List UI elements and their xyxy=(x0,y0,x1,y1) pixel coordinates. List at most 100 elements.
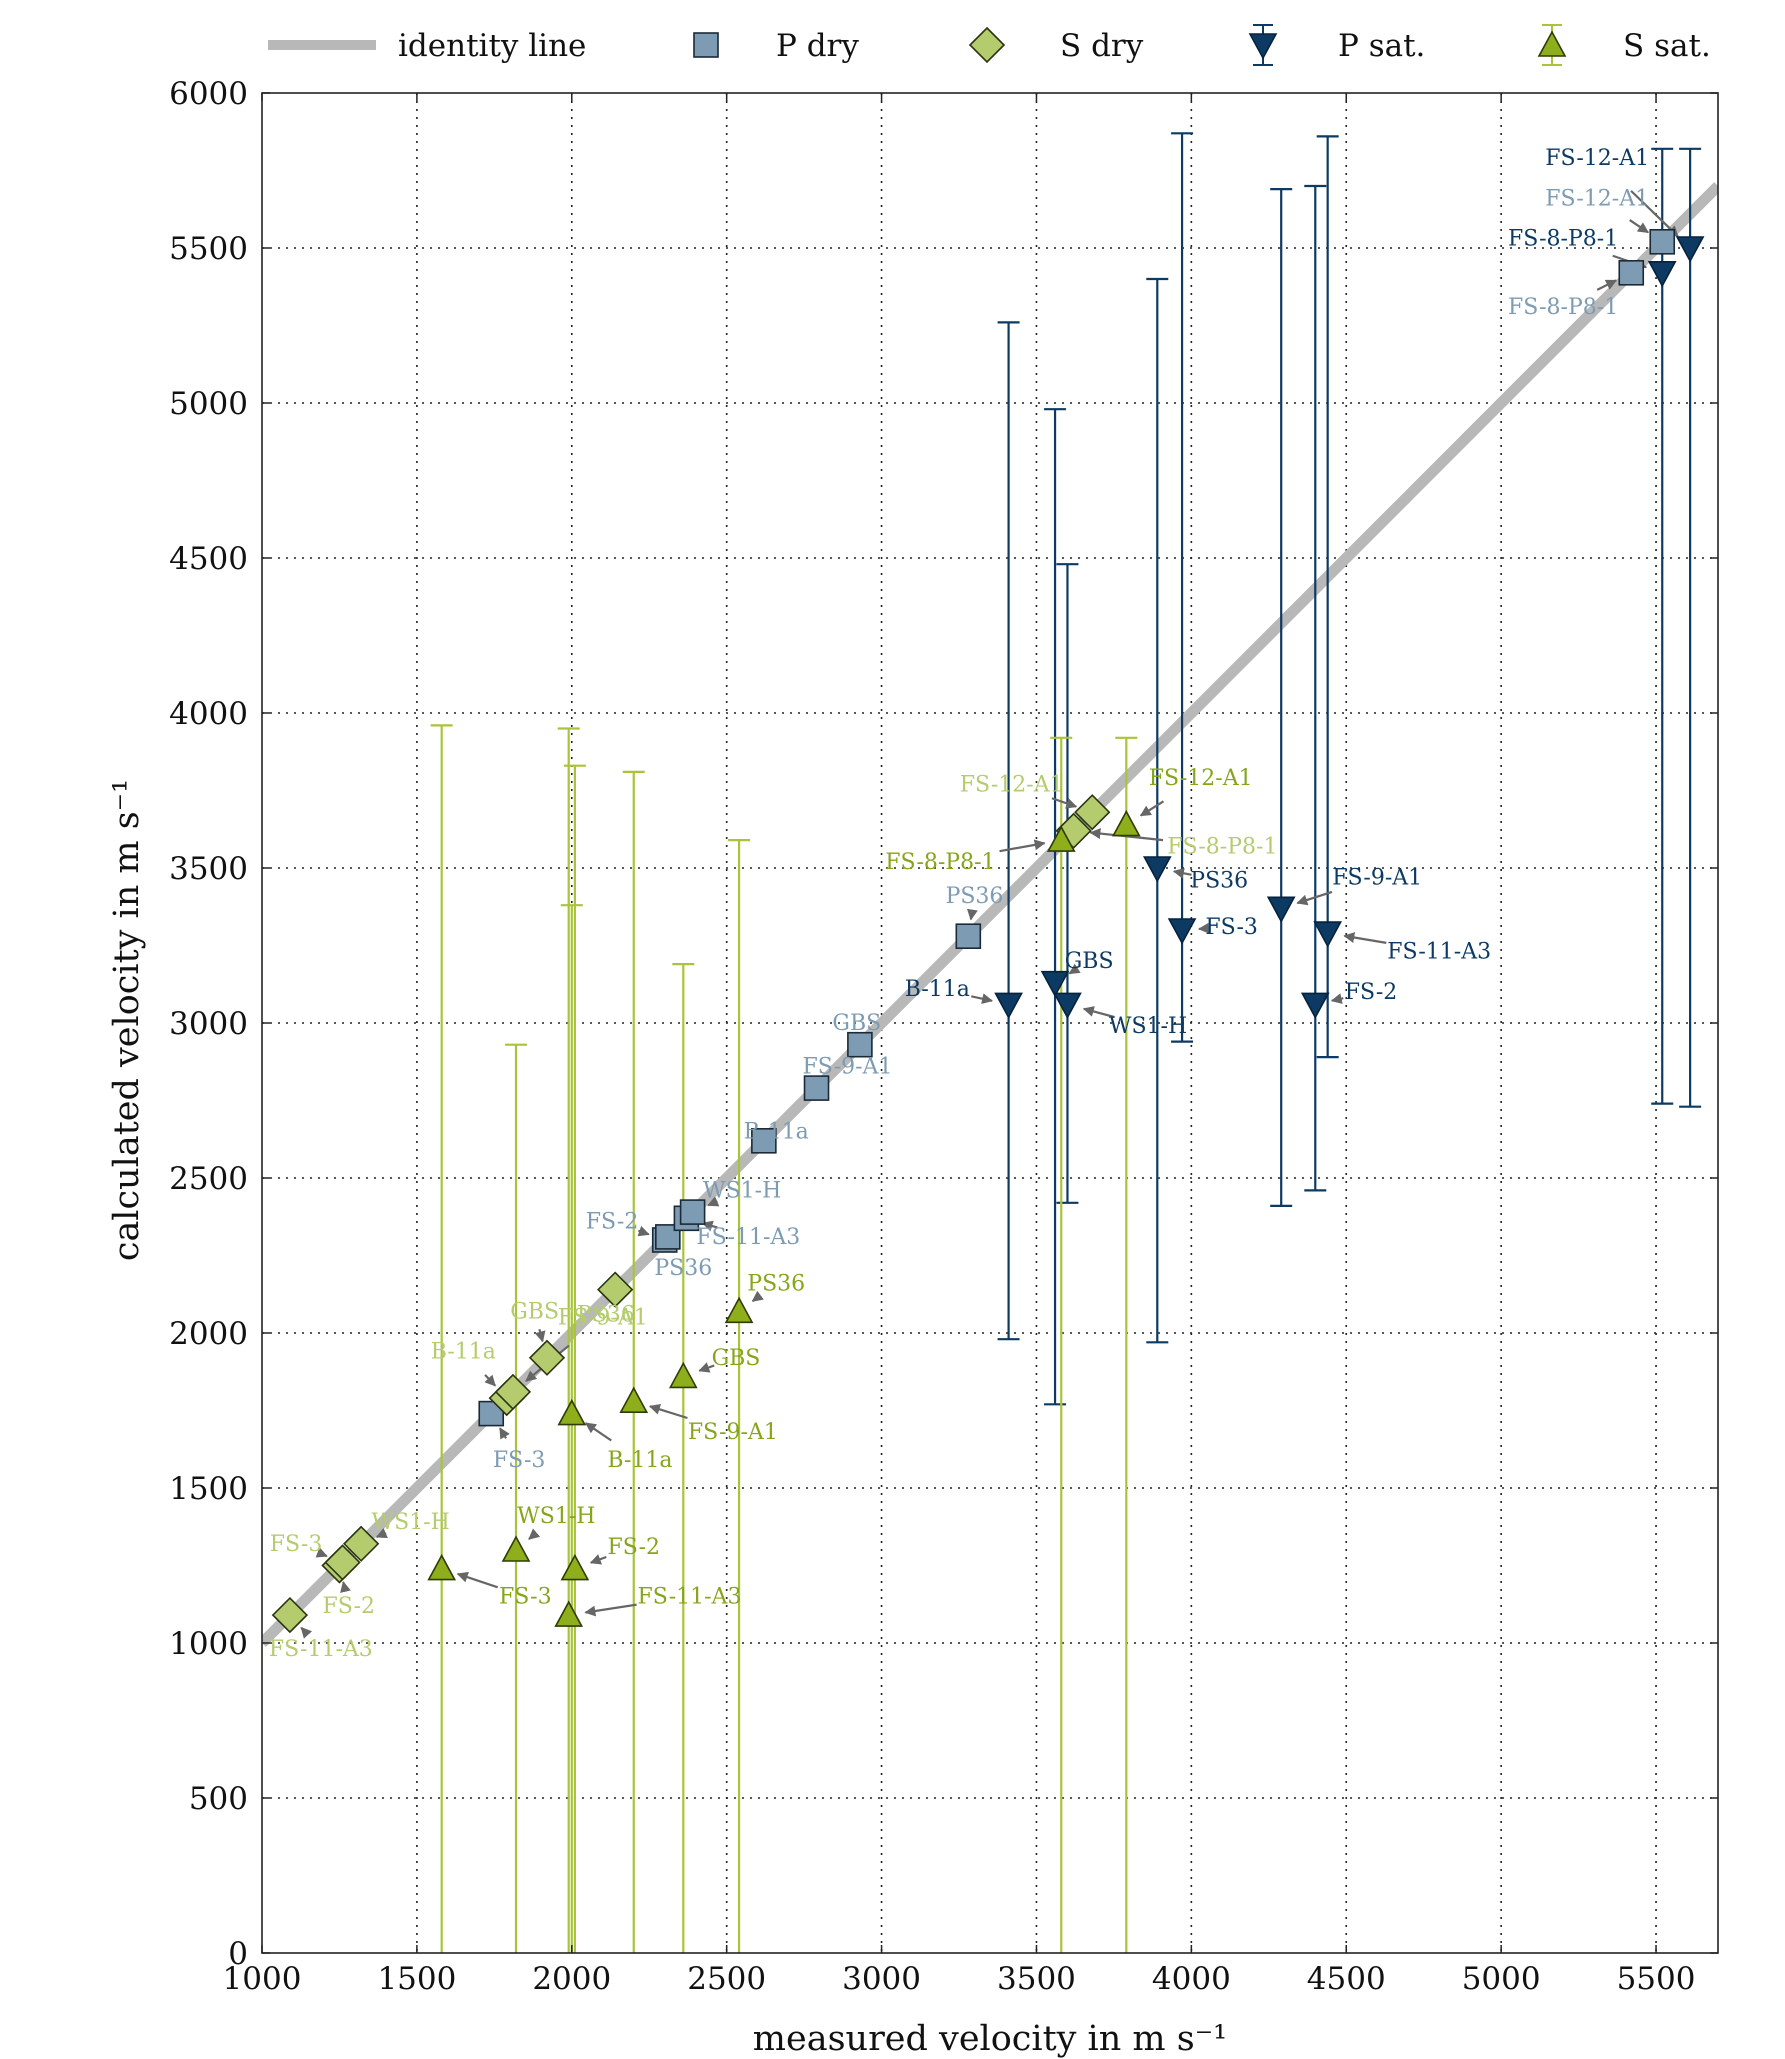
s_sat-point-label: WS1-H xyxy=(517,1504,595,1529)
error-bars xyxy=(430,132,1702,1953)
y-tick-label: 4500 xyxy=(169,541,248,577)
s_sat-point xyxy=(554,1600,584,1627)
legend-s_dry-label: S dry xyxy=(1060,28,1144,64)
legend-p_dry-label: P dry xyxy=(776,28,859,64)
p_sat-point xyxy=(994,992,1023,1020)
y-tick-label: 4000 xyxy=(169,696,248,732)
legend-p_sat-swatch xyxy=(1248,33,1278,60)
y-tick-label: 5500 xyxy=(169,231,248,267)
y-axis-label: calculated velocity in m s⁻¹ xyxy=(107,779,147,1261)
s_sat-point-label: FS-3 xyxy=(499,1585,552,1610)
p_sat-point-label: B-11a xyxy=(905,977,970,1002)
x-tick-label: 2000 xyxy=(532,1961,611,1997)
s_sat-point xyxy=(501,1535,531,1562)
x-tick-label: 2500 xyxy=(687,1961,766,1997)
p_sat-point-label: FS-2 xyxy=(1345,980,1398,1005)
legend-s_sat-swatch xyxy=(1537,30,1567,57)
p_dry-point-label: FS-8-P8-1 xyxy=(1508,295,1618,320)
legend-p_sat-label: P sat. xyxy=(1338,28,1425,64)
p_sat-point-label: GBS xyxy=(1065,949,1114,974)
s_dry-point xyxy=(597,1271,634,1308)
p_sat-point xyxy=(1313,921,1343,948)
s_sat-point xyxy=(557,1398,587,1426)
s_sat-point xyxy=(560,1553,590,1581)
x-tick-label: 4500 xyxy=(1307,1961,1386,1997)
s_dry-point xyxy=(1074,794,1111,831)
p_sat-label-arrow xyxy=(1068,963,1081,975)
x-tick-label: 5500 xyxy=(1617,1961,1696,1997)
x-tick-label: 3500 xyxy=(997,1961,1076,1997)
p_sat-point-label: FS-3 xyxy=(1205,915,1258,940)
s_dry-point xyxy=(343,1525,380,1562)
x-tick-label: 4000 xyxy=(1152,1961,1231,1997)
p_dry-label-arrow xyxy=(1629,219,1650,234)
data-markers xyxy=(271,229,1705,1634)
y-tick-label: 5000 xyxy=(169,386,248,422)
s_sat-point-label: GBS xyxy=(712,1346,761,1371)
s_dry-point xyxy=(324,1544,361,1581)
p_sat-point xyxy=(1647,260,1677,288)
s_sat-point-label: FS-8-P8-1 xyxy=(885,850,995,875)
p_dry-point xyxy=(847,1031,873,1058)
s_dry-point-label: FS-12-A1 xyxy=(960,772,1064,797)
s_sat-point-label: FS-11-A3 xyxy=(638,1585,742,1610)
s_sat-label-arrow xyxy=(648,1403,688,1420)
s_dry-label-arrow xyxy=(1051,797,1078,809)
s_dry-point xyxy=(528,1339,566,1376)
x-axis-label: measured velocity in m s⁻¹ xyxy=(753,2019,1227,2059)
p_dry-point xyxy=(1618,259,1645,286)
s_sat-point xyxy=(1111,809,1141,837)
s_dry-point-label: B-11a xyxy=(431,1340,496,1365)
y-tick-label: 1500 xyxy=(169,1471,248,1507)
legend-s_sat-label: S sat. xyxy=(1623,28,1711,64)
s_dry-label-arrow xyxy=(340,1580,351,1593)
p_dry-point xyxy=(955,923,982,950)
axis-ticks: 1000 1500 2000 2500 3000 3500 4000 4500 5000 5500… xyxy=(169,76,1718,1997)
s_sat-point-label: FS-9-A1 xyxy=(688,1420,778,1445)
s_sat-label-arrow xyxy=(999,839,1046,853)
s_dry-label-arrow xyxy=(484,1374,496,1387)
p_dry-point-label: PS36 xyxy=(654,1256,712,1281)
p_sat-label-arrow xyxy=(1172,867,1192,879)
s_sat-point-label: FS-2 xyxy=(607,1535,660,1560)
x-tick-label: 1000 xyxy=(223,1961,302,1997)
p_dry-point-label: B-11a xyxy=(744,1120,809,1145)
s_dry-point xyxy=(271,1596,309,1634)
p_dry-point xyxy=(803,1075,830,1101)
p_dry-label-arrow xyxy=(966,908,978,921)
s_dry-point xyxy=(494,1373,532,1411)
s_dry-point-label: FS-2 xyxy=(322,1594,375,1619)
legend-identity-label: identity line xyxy=(398,28,586,64)
s_dry-point-label: FS-8-P8-1 xyxy=(1167,834,1277,859)
s_sat-point-label: PS36 xyxy=(747,1271,805,1296)
p_dry-point-label: FS-9-A1 xyxy=(803,1054,893,1079)
p_dry-point-label: GBS xyxy=(832,1011,881,1036)
y-tick-label: 2000 xyxy=(169,1316,248,1352)
p_dry-point xyxy=(1649,229,1676,255)
p_dry-point-label: PS36 xyxy=(946,884,1004,909)
p_sat-label-arrow xyxy=(971,993,994,1005)
y-tick-label: 3500 xyxy=(169,851,248,887)
y-tick-label: 1000 xyxy=(169,1626,248,1662)
p_dry-label-arrow xyxy=(637,1225,650,1237)
p_sat-point-label: FS-9-A1 xyxy=(1332,865,1422,890)
p_dry-point xyxy=(751,1128,777,1154)
legend: identity line P dry S dry P sat. S sat. xyxy=(268,24,1711,66)
y-tick-label: 3000 xyxy=(169,1006,248,1042)
s_dry-label-arrow xyxy=(534,1328,546,1343)
p_sat-point xyxy=(1040,970,1070,998)
s_sat-label-arrow xyxy=(751,1290,764,1302)
y-tick-label: 0 xyxy=(228,1936,248,1972)
p_sat-point-label: FS-12-A1 xyxy=(1545,146,1649,171)
legend-s_dry-swatch xyxy=(968,26,1006,64)
s_sat-label-arrow xyxy=(698,1362,715,1373)
s_dry-point-label: FS-9-A1 xyxy=(558,1306,648,1331)
s_sat-point xyxy=(668,1361,698,1389)
p_sat-point xyxy=(1142,856,1172,883)
p_sat-point xyxy=(1266,896,1296,923)
p_sat-label-arrow xyxy=(1330,993,1344,1004)
p_sat-label-arrow xyxy=(1343,932,1387,944)
legend-p_dry-swatch xyxy=(693,32,719,58)
s_sat-label-arrow xyxy=(1139,800,1165,817)
p_sat-point-label: WS1-H xyxy=(1109,1014,1187,1039)
